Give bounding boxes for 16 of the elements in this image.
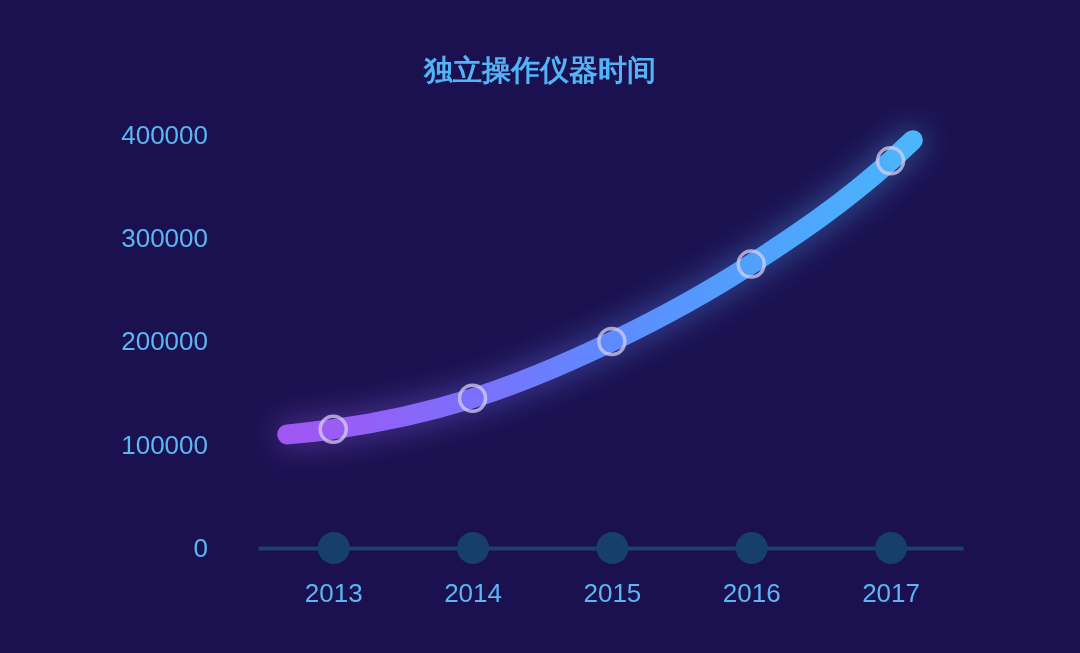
x-tick-label: 2014 [444,578,502,609]
x-tick-label: 2013 [304,578,363,609]
point [736,249,766,279]
point [875,146,906,176]
y-tick-label: 400000 [121,119,208,150]
y-tick-label: 0 [193,532,208,563]
y-tick-label: 200000 [121,326,208,357]
point [597,326,627,357]
x-tick-label: 2015 [583,578,642,609]
y-tick-label: 300000 [121,223,208,254]
chart-title: 独立操作仪器时间 [423,53,656,87]
x-tick-label: 2016 [722,578,781,609]
point [318,414,348,445]
y-tick-label: 100000 [121,429,208,460]
x-tick-label: 2017 [862,578,920,609]
point [457,383,488,414]
